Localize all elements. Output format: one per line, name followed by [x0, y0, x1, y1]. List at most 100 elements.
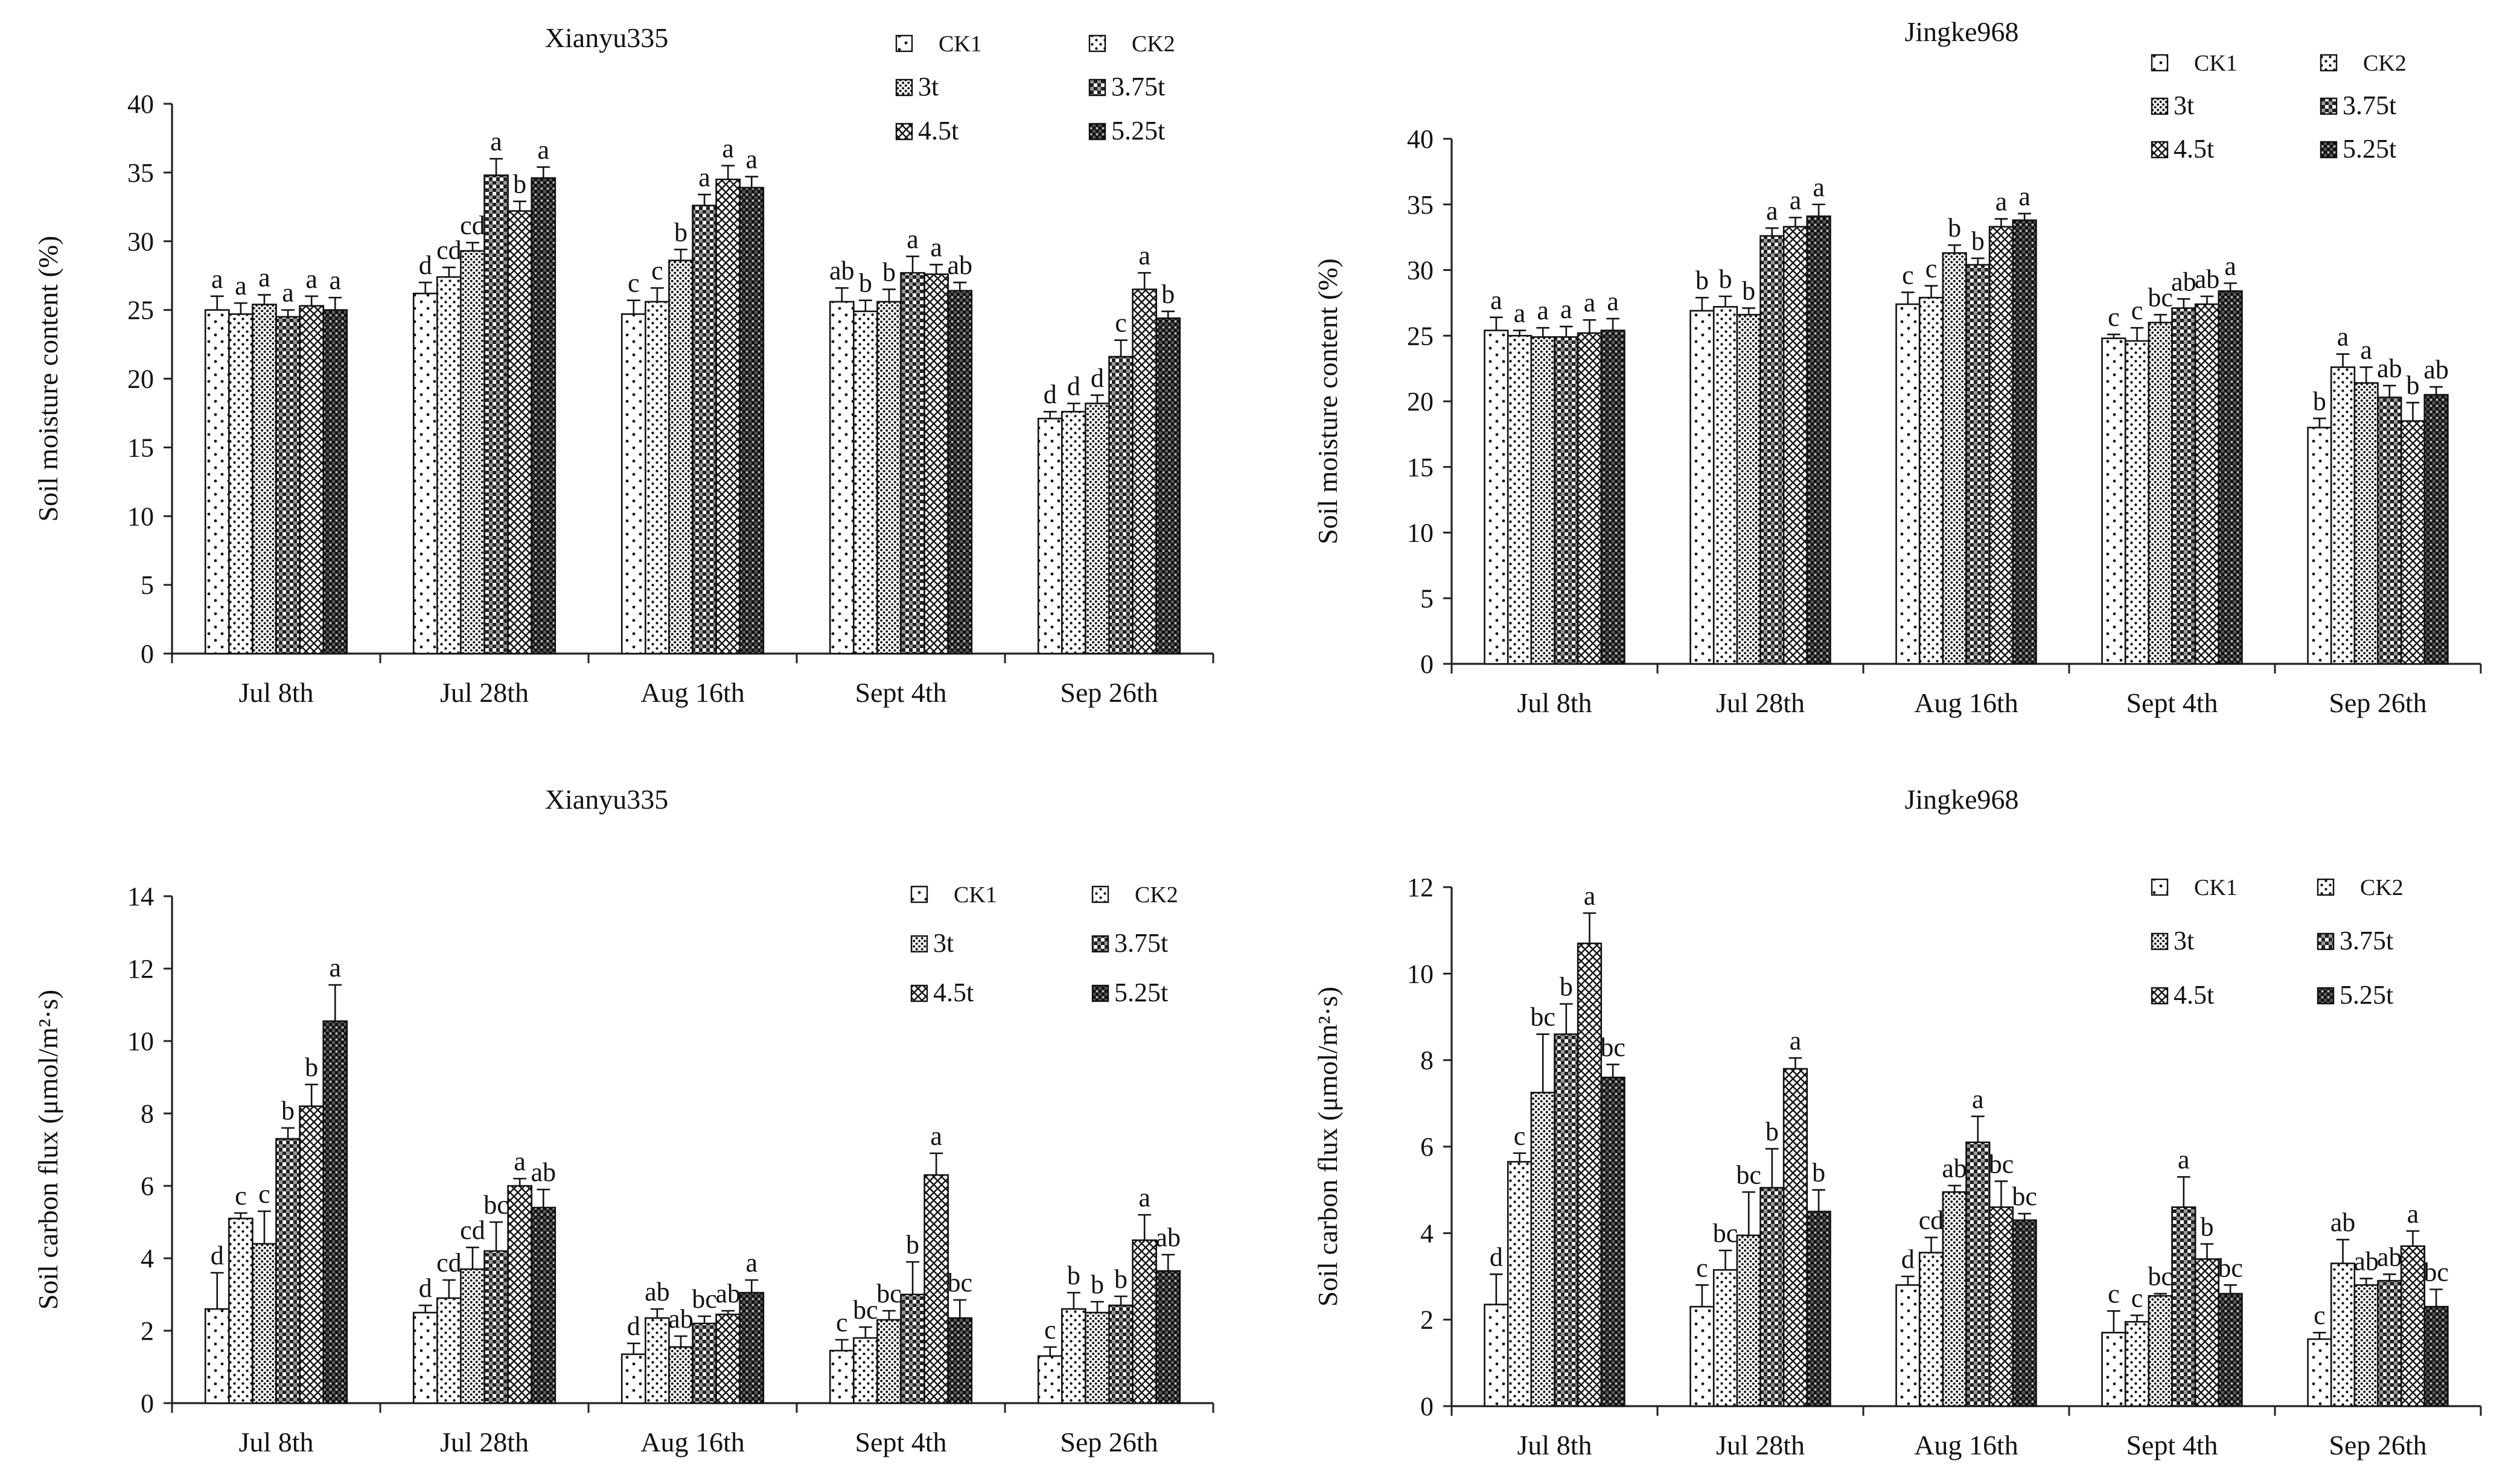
legend-label: 4.5t: [918, 116, 959, 145]
x-tick-label: Jul 8th: [239, 677, 314, 708]
significance-letter: a: [1790, 186, 1802, 215]
bar-CK1: [412, 292, 438, 655]
bar-3_75t: [1965, 1141, 1991, 1407]
significance-letter: bc: [1736, 1160, 1761, 1189]
legend: CK1 CK2 3t 3.75t 4.5t 5.25t: [2151, 51, 2407, 164]
significance-letter: d: [1490, 1242, 1503, 1272]
bar-3_75t: [2171, 1206, 2196, 1407]
significance-letter: c: [1044, 1315, 1056, 1345]
legend-label: CK2: [2360, 875, 2404, 900]
x-tick-label: Sept 4th: [855, 1427, 946, 1457]
legend: CK1 CK2 3t 3.75t 4.5t 5.25t: [895, 31, 1175, 145]
y-tick-label: 10: [127, 502, 154, 531]
significance-letter: d: [419, 250, 432, 280]
significance-letter: b: [281, 1096, 295, 1126]
legend-swatch: [2317, 987, 2335, 1005]
bar-CK1: [1484, 330, 1509, 665]
bar-3t: [252, 304, 277, 655]
y-tick-label: 5: [1420, 584, 1434, 613]
bar-3_75t: [1108, 1304, 1134, 1404]
bar-4_5t: [507, 210, 532, 655]
significance-letter: ab: [947, 250, 972, 280]
bar-3t: [876, 301, 902, 655]
bar-5_25t: [531, 1206, 557, 1404]
y-axis-label: Soil moisture content (%): [33, 236, 63, 522]
significance-letter: b: [1161, 279, 1175, 309]
x-tick-label: Jul 8th: [1517, 1430, 1592, 1460]
bar-4_5t: [715, 178, 741, 655]
significance-letter: a: [930, 232, 942, 262]
bar-5_25t: [947, 1317, 973, 1404]
legend-swatch: [2320, 97, 2338, 115]
bar-3_75t: [1554, 1033, 1579, 1407]
y-tick-label: 12: [127, 954, 154, 984]
bar-5_25t: [1155, 1270, 1181, 1404]
significance-letter: c: [1696, 1253, 1708, 1282]
legend-label: 5.25t: [2340, 980, 2393, 1010]
significance-letter: b: [882, 257, 896, 287]
bar-CK2: [1507, 1161, 1533, 1407]
significance-letter: a: [1813, 173, 1825, 202]
bar-CK1: [204, 1308, 230, 1404]
x-tick-label: Sept 4th: [855, 677, 946, 708]
legend-swatch: [910, 935, 928, 953]
bar-CK1: [829, 301, 855, 655]
significance-letter: cd: [460, 1215, 485, 1245]
significance-letter: ab: [2330, 1208, 2356, 1237]
significance-letter: c: [2314, 1301, 2326, 1330]
legend-label: 3.75t: [2343, 91, 2396, 120]
x-tick-label: Jul 28th: [440, 677, 529, 708]
significance-letter: ab: [1942, 1154, 1967, 1183]
legend-label: 3t: [2174, 91, 2194, 120]
legend-swatch: [2320, 141, 2338, 159]
bar-CK1: [1037, 418, 1063, 655]
significance-letter: a: [490, 127, 502, 156]
significance-letter: ab: [829, 256, 855, 285]
bar-3t: [668, 260, 694, 655]
bar-3_75t: [1759, 235, 1785, 665]
significance-letter: a: [745, 1248, 758, 1278]
bar-5_25t: [1600, 1077, 1625, 1407]
significance-letter: d: [1901, 1244, 1915, 1274]
significance-letter: b: [513, 170, 526, 199]
bar-CK2: [228, 313, 254, 655]
y-tick-label: 35: [127, 158, 154, 188]
significance-letter: cd: [436, 235, 462, 265]
significance-letter: c: [1115, 308, 1127, 338]
xianyu-flux-panel: Xianyu335 0 2 4 6 8 10 12 14 Soil carbon flux (μm…: [33, 784, 1214, 1457]
significance-letter: a: [1766, 196, 1778, 226]
significance-letter: a: [1584, 288, 1596, 317]
y-tick-label: 20: [1407, 387, 1434, 416]
y-tick-label: 2: [1420, 1305, 1434, 1335]
bar-4_5t: [1577, 332, 1603, 665]
bar-5_25t: [2423, 1305, 2449, 1407]
bar-CK2: [228, 1217, 254, 1404]
bar-CK1: [412, 1311, 438, 1404]
legend-label: 5.25t: [1114, 978, 1168, 1007]
bar-3t: [2148, 322, 2173, 665]
legend-label: CK1: [954, 882, 997, 908]
bar-3t: [1530, 1092, 1555, 1407]
significance-letter: a: [1995, 187, 2008, 217]
y-tick-label: 4: [1420, 1218, 1434, 1248]
significance-letter: a: [745, 145, 758, 174]
significance-letter: b: [1560, 972, 1573, 1002]
significance-letter: c: [651, 256, 663, 285]
significance-letter: bc: [692, 1284, 717, 1314]
significance-letter: ab: [2377, 1242, 2402, 1272]
bar-CK1: [2101, 337, 2126, 665]
significance-letter: bc: [853, 1295, 878, 1325]
y-tick-label: 14: [127, 882, 154, 911]
significance-letter: ab: [715, 1279, 741, 1308]
significance-letter: b: [1695, 266, 1709, 295]
significance-letter: bc: [2218, 1253, 2243, 1282]
significance-letter: a: [258, 263, 270, 293]
legend-swatch: [2151, 932, 2169, 951]
legend-label: CK2: [1132, 31, 1175, 57]
significance-letter: a: [329, 266, 341, 295]
significance-letter: a: [1560, 295, 1572, 324]
x-tick-label: Jul 28th: [1716, 687, 1805, 718]
y-tick-label: 6: [141, 1171, 154, 1201]
bar-CK1: [620, 1353, 646, 1404]
significance-letter: c: [628, 269, 640, 298]
